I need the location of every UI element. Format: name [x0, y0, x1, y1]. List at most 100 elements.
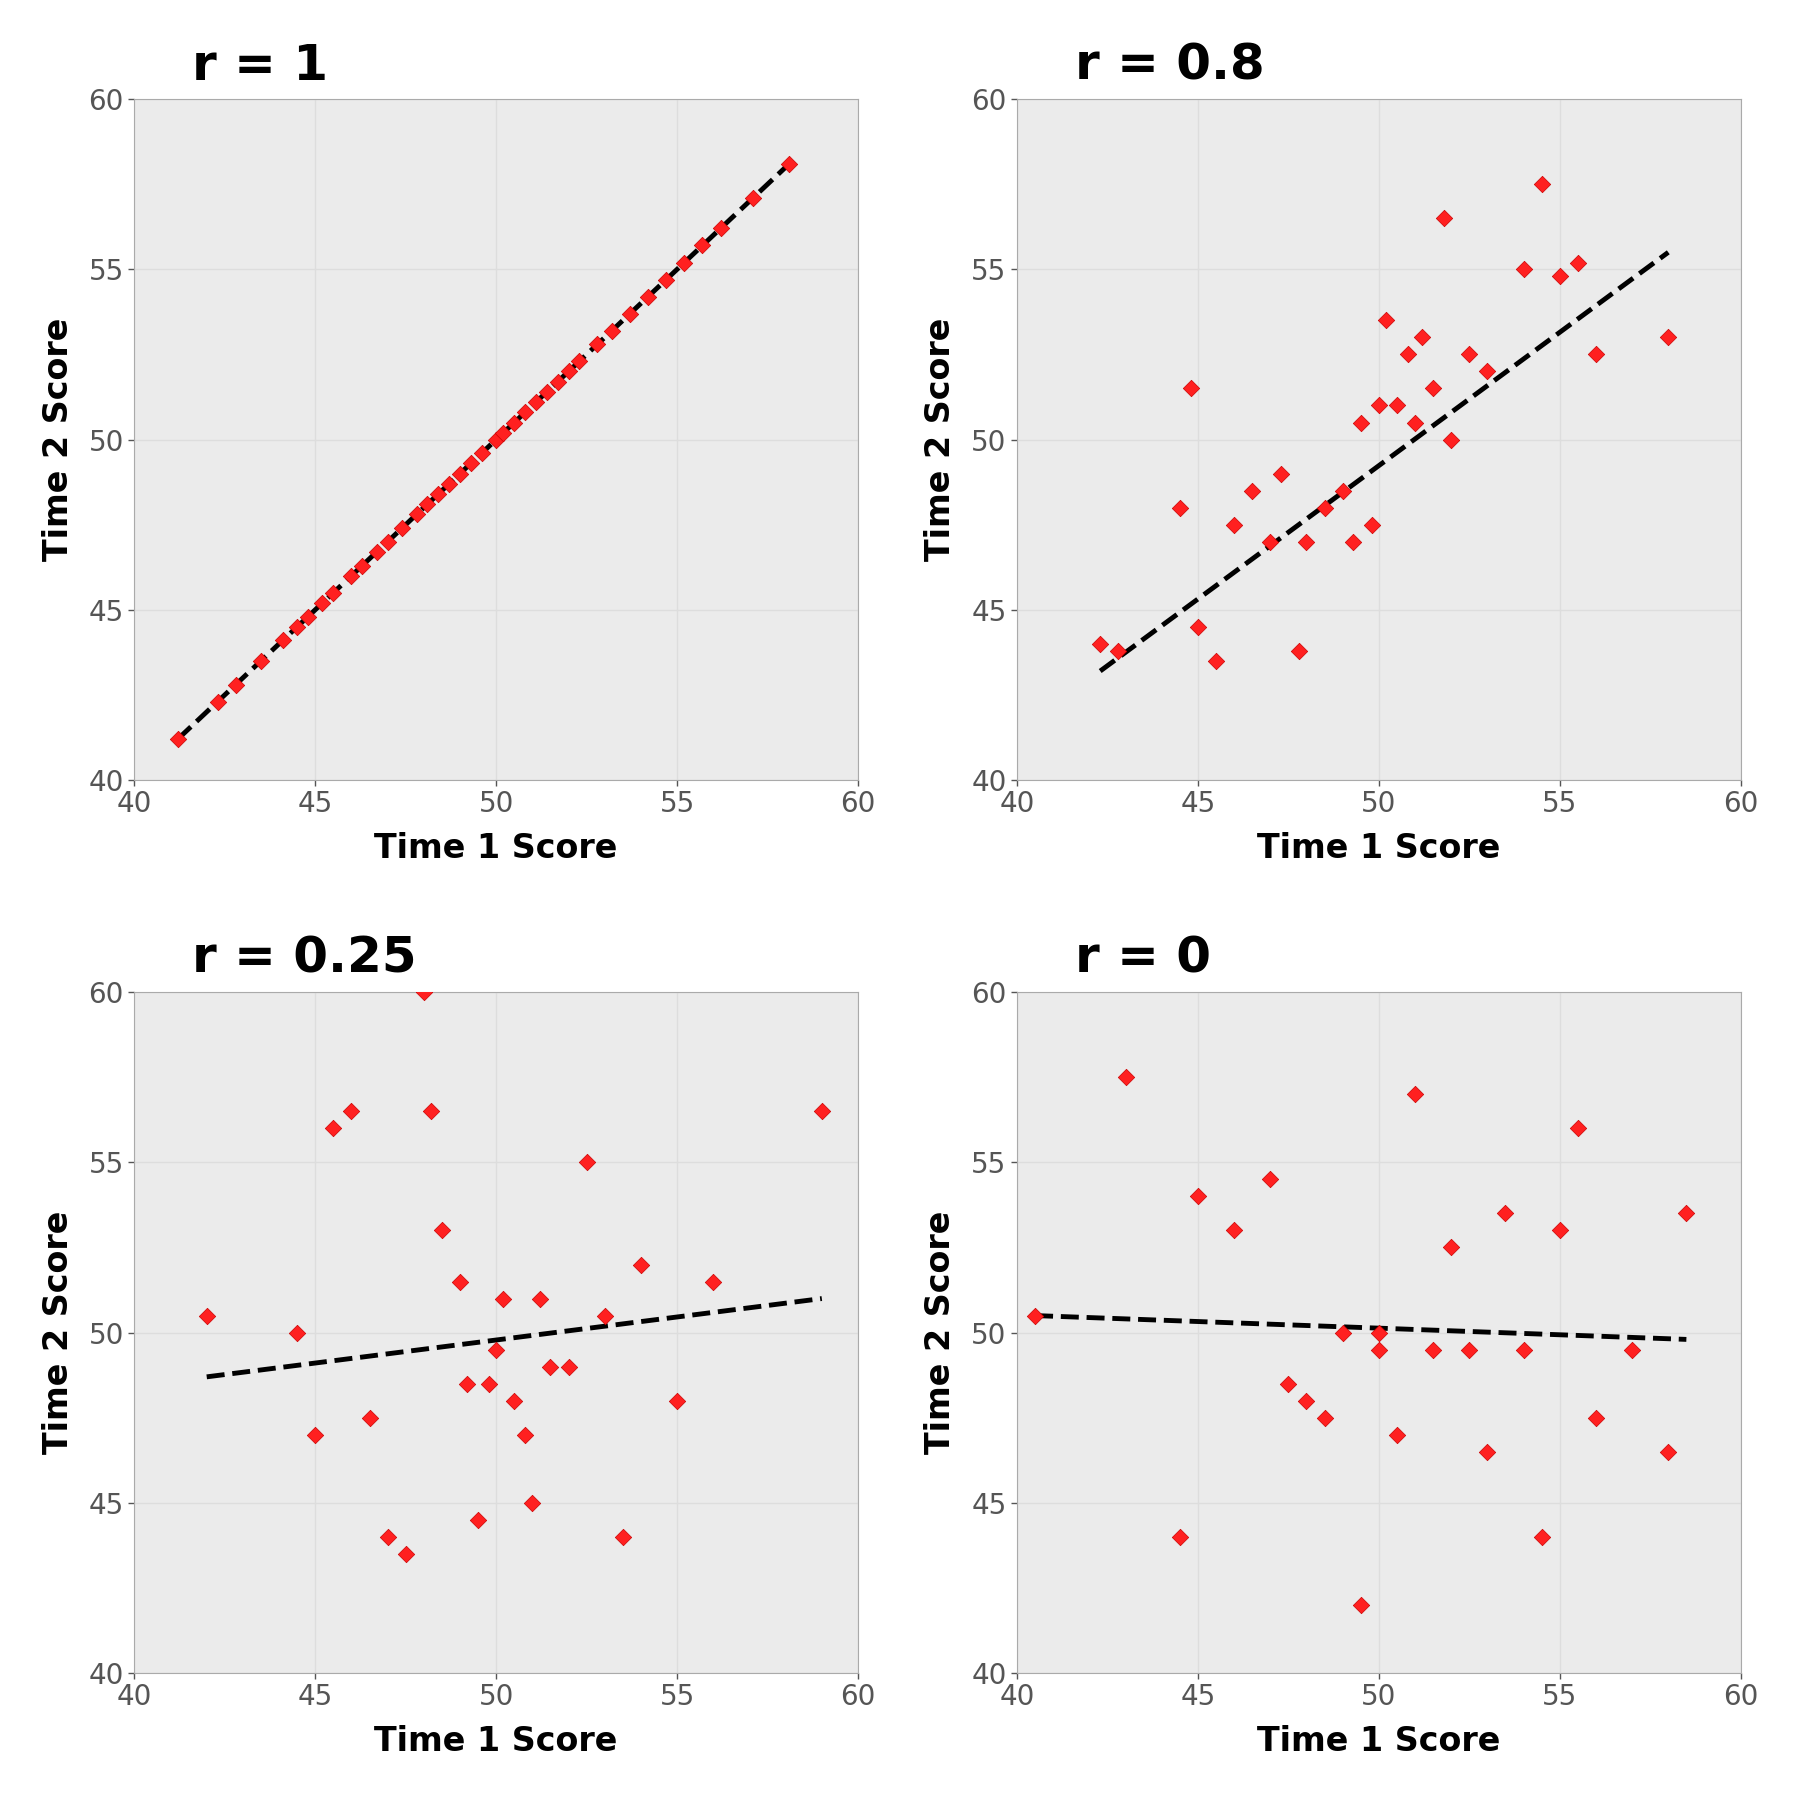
Point — [1165, 493, 1193, 522]
Point — [1111, 1062, 1139, 1091]
Point — [1546, 1217, 1575, 1246]
Point — [1654, 322, 1683, 351]
Point — [1400, 1080, 1429, 1109]
Point — [1165, 1523, 1193, 1552]
Point — [319, 578, 347, 607]
Point — [1256, 1165, 1285, 1193]
Point — [1021, 1301, 1049, 1330]
Point — [554, 1352, 583, 1381]
Point — [1508, 1336, 1537, 1364]
Point — [203, 688, 232, 716]
Y-axis label: Time 2 Score: Time 2 Score — [41, 319, 74, 562]
Point — [1526, 1523, 1555, 1552]
Point — [1418, 374, 1447, 403]
Point — [1564, 1114, 1593, 1143]
Point — [808, 1096, 837, 1125]
Point — [1654, 1438, 1683, 1467]
Point — [1238, 477, 1267, 506]
Point — [500, 1386, 529, 1415]
Point — [1472, 356, 1501, 385]
Y-axis label: Time 2 Score: Time 2 Score — [41, 1211, 74, 1454]
Point — [1175, 374, 1204, 403]
Point — [1429, 203, 1458, 232]
Point — [428, 1217, 457, 1246]
Point — [301, 1420, 329, 1449]
Point — [268, 626, 297, 655]
Text: r = 0.25: r = 0.25 — [193, 934, 418, 983]
Point — [221, 670, 250, 698]
Point — [1274, 1370, 1303, 1399]
Point — [1364, 391, 1393, 419]
Point — [1393, 340, 1422, 369]
Point — [1285, 635, 1314, 664]
Point — [1184, 612, 1213, 641]
Point — [247, 646, 275, 675]
Point — [1292, 1386, 1321, 1415]
Point — [1490, 1199, 1519, 1228]
Point — [373, 1523, 401, 1552]
Point — [337, 1096, 365, 1125]
Point — [283, 1318, 311, 1346]
Point — [293, 603, 322, 632]
Point — [401, 500, 430, 529]
Point — [1526, 169, 1555, 198]
Point — [500, 409, 529, 437]
Point — [1472, 1438, 1501, 1467]
Point — [1357, 509, 1386, 538]
Point — [1328, 1318, 1357, 1346]
Point — [373, 527, 401, 556]
Point — [688, 230, 716, 259]
Point — [652, 265, 680, 293]
Point — [583, 329, 612, 358]
Point — [308, 589, 337, 617]
Point — [1408, 322, 1436, 351]
Text: r = 1: r = 1 — [193, 41, 328, 90]
Point — [626, 1251, 655, 1280]
Point — [1382, 391, 1411, 419]
Point — [1582, 340, 1611, 369]
Point — [490, 1283, 518, 1312]
Point — [193, 1301, 221, 1330]
Point — [1085, 630, 1114, 659]
Point — [598, 317, 626, 346]
Point — [468, 439, 497, 468]
Point — [1508, 256, 1537, 284]
Point — [355, 1404, 383, 1433]
Point — [1346, 409, 1375, 437]
Point — [1346, 1591, 1375, 1620]
Point — [572, 1148, 601, 1177]
Point — [454, 1370, 482, 1399]
Point — [616, 299, 644, 328]
Point — [1546, 261, 1575, 290]
Point — [1310, 1404, 1339, 1433]
Point — [533, 378, 562, 407]
Point — [670, 248, 698, 277]
Point — [319, 1114, 347, 1143]
Point — [1436, 425, 1465, 454]
Point — [536, 1352, 565, 1381]
Point — [511, 1420, 540, 1449]
Point — [482, 1336, 511, 1364]
Point — [1454, 340, 1483, 369]
Point — [1328, 477, 1357, 506]
Point — [1582, 1404, 1611, 1433]
Point — [1364, 1336, 1393, 1364]
Point — [526, 1283, 554, 1312]
Point — [554, 356, 583, 385]
Point — [391, 1539, 419, 1568]
Point — [1454, 1336, 1483, 1364]
Point — [608, 1523, 637, 1552]
Point — [1310, 493, 1339, 522]
Point — [416, 1096, 445, 1125]
Point — [774, 149, 803, 178]
Text: r = 0: r = 0 — [1075, 934, 1211, 983]
Point — [1184, 1183, 1213, 1211]
Point — [1436, 1233, 1465, 1262]
Point — [1364, 1318, 1393, 1346]
X-axis label: Time 1 Score: Time 1 Score — [1256, 832, 1501, 866]
Point — [738, 184, 767, 212]
Point — [1672, 1199, 1701, 1228]
Point — [1292, 527, 1321, 556]
Point — [634, 283, 662, 311]
Text: r = 0.8: r = 0.8 — [1075, 41, 1265, 90]
